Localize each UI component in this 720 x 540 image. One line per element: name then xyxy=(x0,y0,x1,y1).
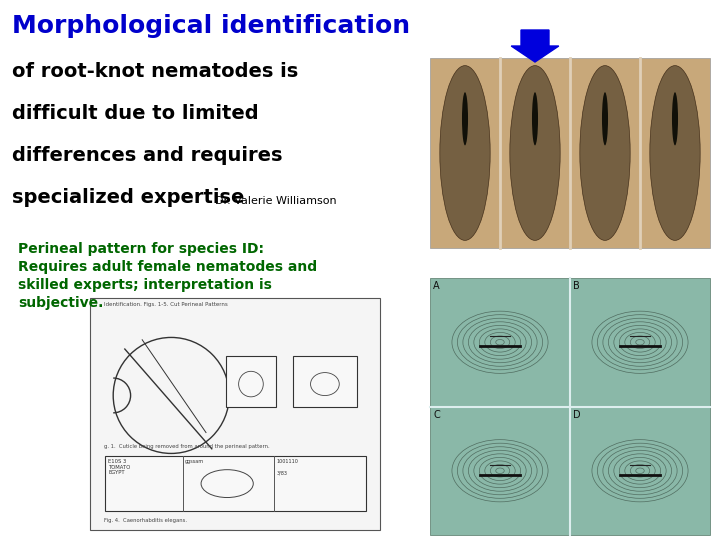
Text: B: B xyxy=(573,281,580,291)
Ellipse shape xyxy=(532,92,538,145)
Bar xyxy=(226,356,276,407)
Text: difficult due to limited: difficult due to limited xyxy=(12,104,258,123)
Text: C: C xyxy=(433,409,440,420)
Bar xyxy=(430,58,710,248)
Text: Identification. Figs. 1-5. Cut Perineal Patterns: Identification. Figs. 1-5. Cut Perineal … xyxy=(104,302,228,307)
Ellipse shape xyxy=(649,65,701,240)
Text: Perineal pattern for species ID:
Requires adult female nematodes and
skilled exp: Perineal pattern for species ID: Require… xyxy=(18,242,317,309)
Ellipse shape xyxy=(672,92,678,145)
Text: D: D xyxy=(573,409,580,420)
Text: Morphological identification: Morphological identification xyxy=(12,14,410,38)
Text: differences and requires: differences and requires xyxy=(12,146,282,165)
Bar xyxy=(430,278,710,535)
Text: g. 1.  Cuticle being removed from around the perineal pattern.: g. 1. Cuticle being removed from around … xyxy=(104,444,270,449)
Text: specialized expertise: specialized expertise xyxy=(12,188,244,207)
Ellipse shape xyxy=(462,92,468,145)
Text: A: A xyxy=(433,281,440,291)
Bar xyxy=(90,298,380,530)
Text: E10S 3
TOMATO
EGYPT: E10S 3 TOMATO EGYPT xyxy=(109,459,131,475)
Ellipse shape xyxy=(580,65,630,240)
Bar xyxy=(104,456,366,511)
Bar xyxy=(293,356,357,407)
Text: 1001110

3/83: 1001110 3/83 xyxy=(276,459,298,475)
Text: Dr. Valerie Williamson: Dr. Valerie Williamson xyxy=(215,196,337,206)
Ellipse shape xyxy=(510,65,560,240)
Ellipse shape xyxy=(440,65,490,240)
Polygon shape xyxy=(511,30,559,62)
Text: Fig. 4.  Caenorhabditis elegans.: Fig. 4. Caenorhabditis elegans. xyxy=(104,518,187,523)
Text: ggssam: ggssam xyxy=(185,459,204,464)
Text: of root-knot nematodes is: of root-knot nematodes is xyxy=(12,62,298,81)
Ellipse shape xyxy=(602,92,608,145)
